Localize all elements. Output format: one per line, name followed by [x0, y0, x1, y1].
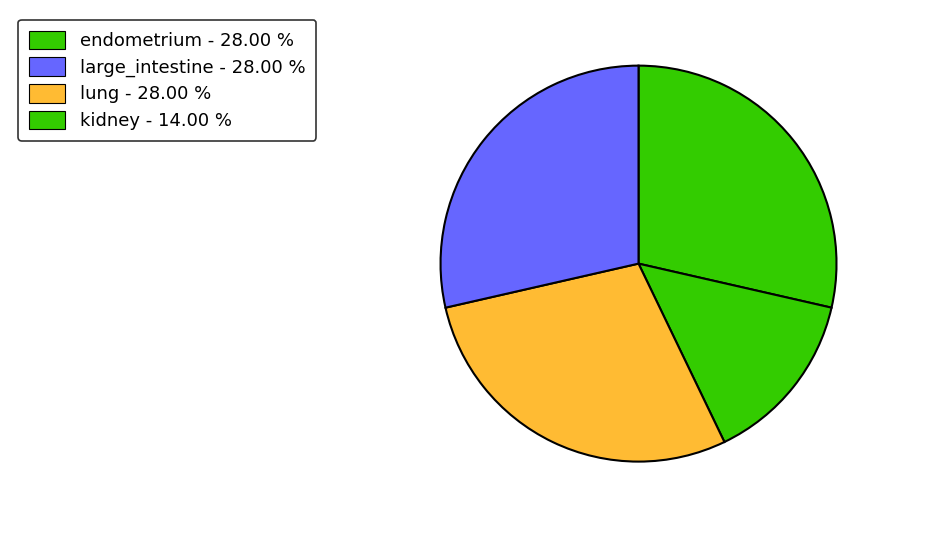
Wedge shape [639, 66, 837, 308]
Legend: endometrium - 28.00 %, large_intestine - 28.00 %, lung - 28.00 %, kidney - 14.00: endometrium - 28.00 %, large_intestine -… [19, 20, 316, 141]
Wedge shape [639, 264, 832, 442]
Wedge shape [440, 66, 639, 308]
Wedge shape [445, 264, 724, 462]
